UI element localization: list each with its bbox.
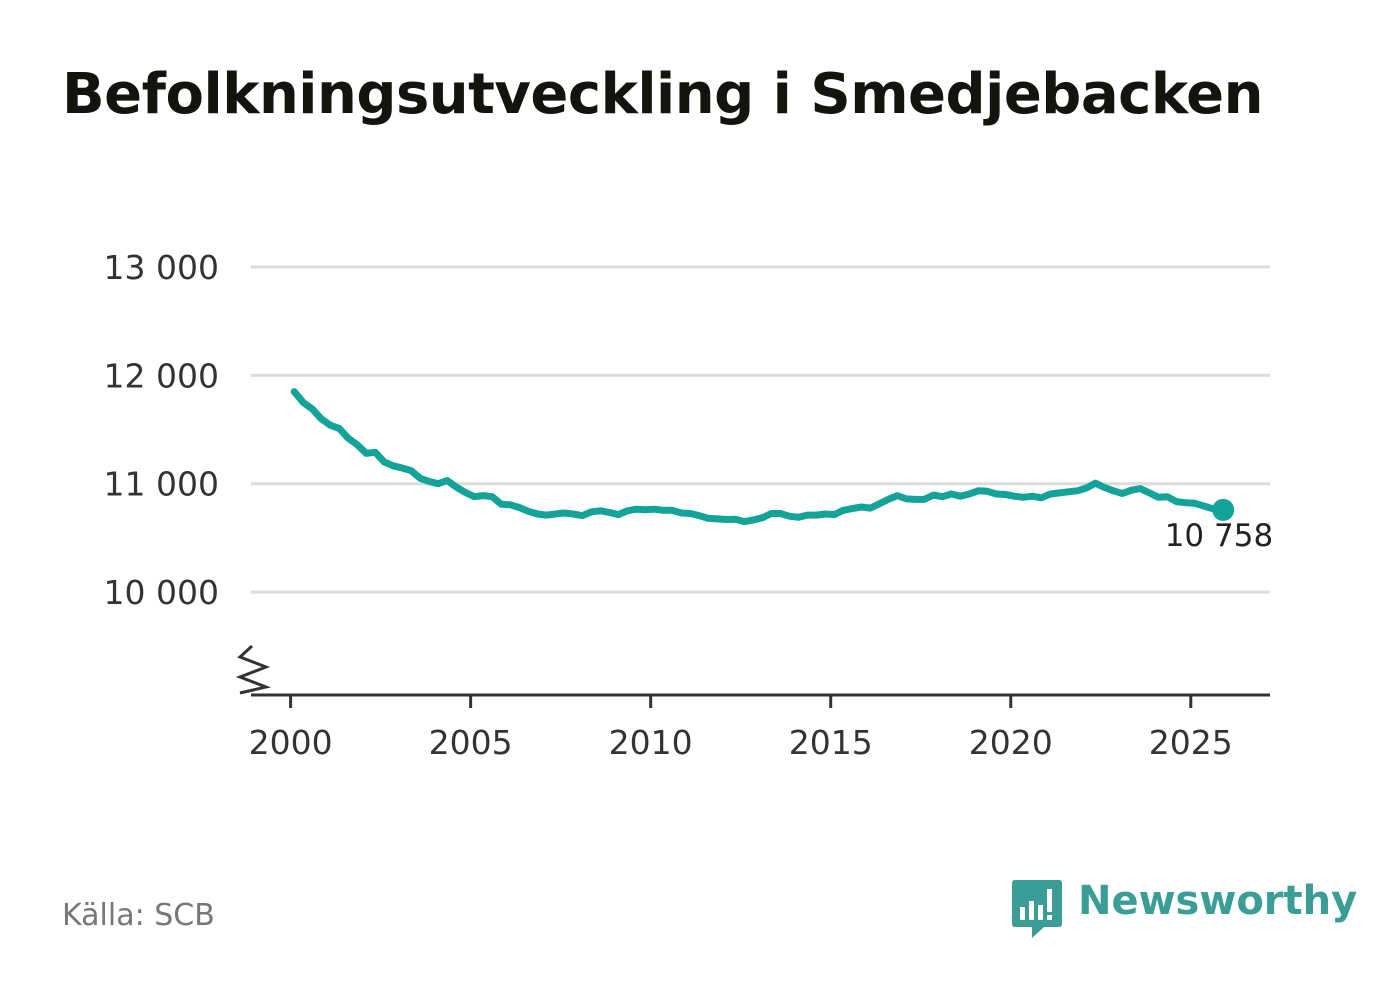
last-value-point <box>1212 498 1235 521</box>
y-tick-label: 12 000 <box>104 356 219 395</box>
bar-chart-speech-bubble-icon <box>1012 880 1062 938</box>
series-line-folkmangd <box>290 388 1227 526</box>
x-tick-label: 2000 <box>249 723 333 762</box>
x-tick-label: 2025 <box>1149 723 1233 762</box>
gridlines <box>251 265 1270 594</box>
brand-name: Newsworthy <box>1078 878 1358 924</box>
x-tick-label: 2005 <box>429 723 513 762</box>
annotation-layer: 10 758 <box>1165 518 1273 554</box>
y-tick-label: 13 000 <box>104 248 219 287</box>
x-tick-labels: 2000 2005 2010 2015 2020 2025 <box>249 723 1233 762</box>
series-layer <box>290 388 1235 526</box>
source-credit: Källa: SCB <box>62 898 215 933</box>
chart-title: Befolkningsutveckling i Smedjebacken <box>62 62 1263 127</box>
x-axis <box>235 644 1270 708</box>
x-tick-label: 2015 <box>789 723 873 762</box>
x-tick-label: 2010 <box>609 723 693 762</box>
y-tick-labels: 10 000 11 000 12 000 13 000 <box>104 248 219 612</box>
y-tick-label: 11 000 <box>104 465 219 504</box>
last-value-label: 10 758 <box>1165 518 1273 554</box>
y-tick-label: 10 000 <box>104 573 219 612</box>
y-axis-break-mark <box>235 644 272 695</box>
x-tick-label: 2020 <box>969 723 1053 762</box>
brand-logo[interactable]: Newsworthy <box>1012 878 1358 940</box>
